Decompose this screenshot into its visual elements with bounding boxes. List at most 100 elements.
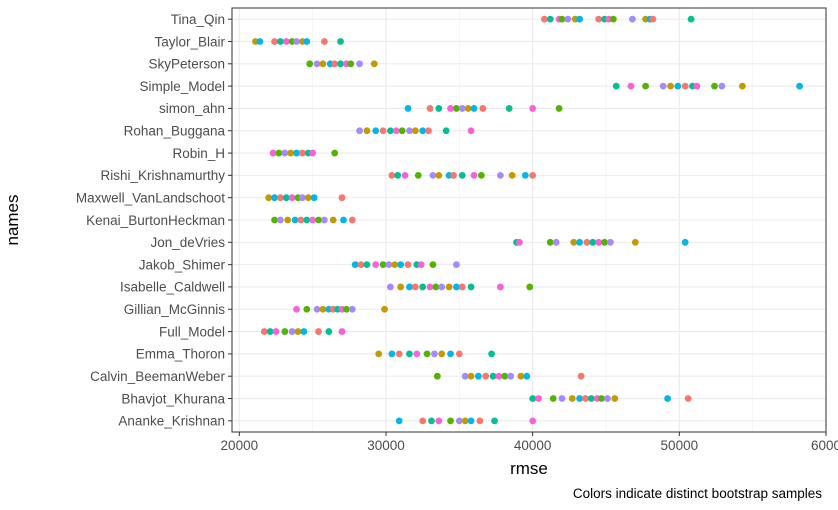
data-point: [505, 105, 513, 112]
data-point: [552, 238, 560, 246]
y-tick-label: Calvin_BeemanWeber: [90, 369, 225, 384]
data-point: [277, 38, 284, 45]
data-point: [693, 82, 701, 90]
data-point: [577, 372, 585, 380]
data-point: [321, 38, 328, 45]
data-point: [315, 328, 322, 335]
data-point: [667, 82, 674, 90]
data-point: [372, 127, 380, 135]
data-point: [363, 127, 371, 135]
data-point: [450, 171, 457, 179]
data-point: [313, 305, 321, 313]
data-point: [601, 238, 608, 246]
data-point: [681, 82, 689, 90]
data-point: [271, 216, 278, 224]
data-point: [455, 350, 463, 358]
data-point: [291, 216, 299, 224]
data-point: [375, 350, 383, 358]
data-point: [356, 127, 363, 135]
y-tick-label: simon_ahn: [159, 101, 225, 116]
data-point: [266, 328, 274, 335]
x-tick-label: 6000: [811, 438, 838, 453]
data-point: [612, 82, 620, 90]
data-point: [347, 60, 355, 68]
data-point: [607, 238, 614, 246]
data-point: [404, 105, 412, 112]
data-point: [687, 15, 695, 23]
data-point: [453, 283, 460, 291]
data-point: [379, 127, 387, 135]
data-point: [300, 328, 308, 335]
data-point: [271, 194, 278, 202]
data-point: [288, 328, 296, 335]
data-point: [321, 216, 328, 224]
data-point: [576, 395, 583, 402]
data-point: [659, 82, 667, 90]
x-tick-label: 20000: [221, 438, 259, 453]
data-point: [256, 38, 264, 45]
data-point: [306, 60, 314, 68]
data-point: [379, 261, 387, 269]
data-point: [611, 395, 619, 402]
data-point: [529, 105, 537, 112]
data-point: [507, 372, 515, 380]
data-point: [271, 38, 278, 45]
data-point: [343, 305, 350, 313]
data-point: [303, 305, 311, 313]
data-point: [598, 395, 605, 402]
data-point: [501, 372, 509, 380]
data-point: [435, 105, 443, 112]
data-point: [435, 171, 443, 179]
y-tick-label: Rishi_Krishnamurthy: [100, 168, 225, 183]
data-point: [664, 395, 671, 402]
data-point: [425, 127, 432, 135]
data-point: [453, 261, 460, 269]
data-point: [338, 328, 346, 335]
data-point: [684, 395, 692, 402]
y-tick-label: Tina_Qin: [171, 12, 225, 27]
y-tick-label: Rohan_Buggana: [124, 124, 226, 139]
data-point: [649, 15, 657, 23]
data-point: [529, 417, 537, 425]
data-point: [398, 127, 406, 135]
data-point: [348, 216, 356, 224]
data-point: [325, 328, 333, 335]
data-point: [631, 238, 639, 246]
data-point: [419, 283, 427, 291]
data-point: [294, 328, 302, 335]
data-point: [313, 60, 321, 68]
data-point: [293, 38, 300, 45]
data-point: [475, 372, 482, 380]
data-point: [467, 372, 475, 380]
data-point: [529, 171, 537, 179]
data-point: [477, 171, 485, 179]
data-point: [570, 238, 578, 246]
data-point: [453, 105, 460, 112]
data-point: [411, 127, 419, 135]
data-point: [541, 15, 548, 23]
data-point: [546, 15, 554, 23]
x-axis: 20000 30000 40000 50000 6000: [221, 432, 838, 453]
chart-caption: Colors indicate distinct bootstrap sampl…: [573, 486, 822, 501]
data-point: [576, 238, 583, 246]
data-point: [428, 417, 435, 425]
data-point: [419, 417, 427, 425]
y-tick-label: Robin_H: [172, 146, 225, 161]
data-point: [642, 82, 649, 90]
data-point: [423, 350, 431, 358]
y-tick-label: Maxwell_VanLandschoot: [76, 190, 225, 205]
data-point: [447, 105, 454, 112]
data-point: [337, 60, 344, 68]
data-point: [796, 82, 803, 90]
x-tick-label: 40000: [514, 438, 552, 453]
data-point: [432, 283, 440, 291]
data-point: [458, 171, 466, 179]
data-point: [309, 149, 317, 157]
data-point: [523, 372, 531, 380]
data-point: [595, 238, 603, 246]
data-point: [340, 216, 347, 224]
data-point: [627, 82, 635, 90]
data-point: [310, 194, 318, 202]
data-point: [284, 216, 292, 224]
data-point: [293, 305, 300, 313]
